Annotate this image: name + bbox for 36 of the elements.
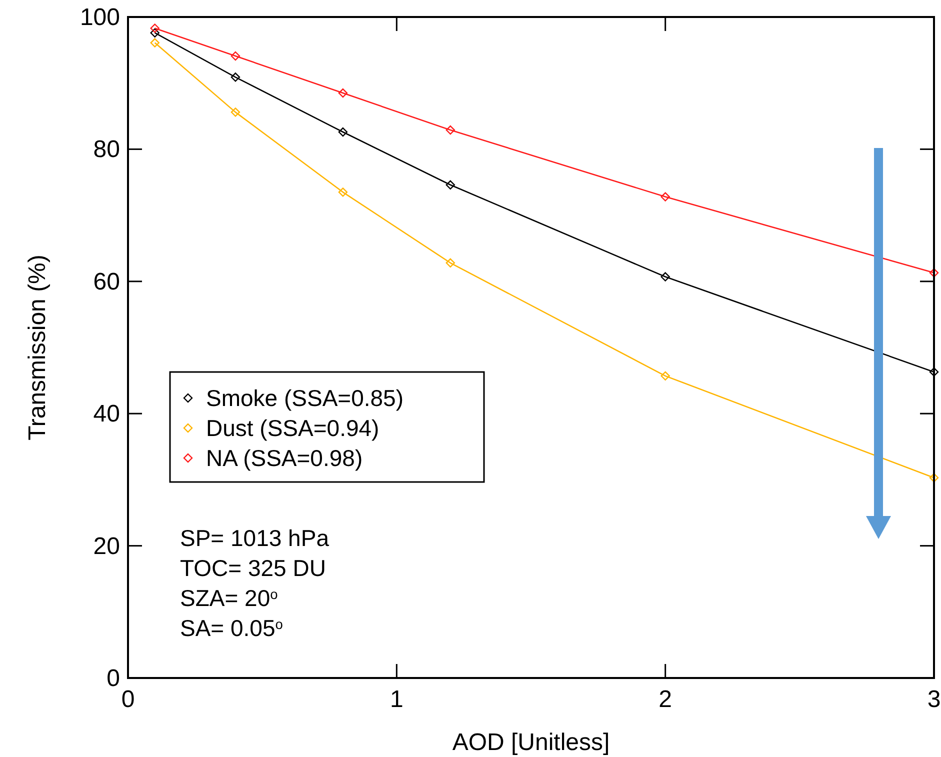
- point: [446, 180, 455, 190]
- x-tick-label: 3: [927, 686, 941, 713]
- x-axis-title: AOD [Unitless]: [452, 729, 610, 756]
- point: [230, 51, 240, 61]
- point: [446, 125, 455, 135]
- point: [338, 88, 348, 98]
- y-tick-label: 40: [93, 400, 120, 428]
- y-tick-label: 100: [80, 4, 120, 31]
- point: [230, 108, 240, 117]
- x-tick-label: 1: [390, 686, 404, 713]
- point: [150, 38, 160, 48]
- legend-label: NA (SSA=0.98): [206, 445, 363, 471]
- point: [230, 72, 240, 82]
- y-tick-label: 60: [93, 268, 120, 296]
- point: [929, 268, 939, 278]
- point: [150, 28, 160, 38]
- point: [660, 371, 670, 381]
- annotation: SA= 0.05$^{o}$: [180, 615, 284, 641]
- point: [338, 188, 348, 197]
- point: [660, 272, 670, 282]
- point: [929, 473, 939, 482]
- y-axis-title: Transmission (%): [24, 254, 51, 440]
- annotation: SZA= 20$^{o}$: [180, 585, 278, 611]
- point: [446, 258, 455, 268]
- y-tick-label: 20: [93, 532, 120, 560]
- x-tick-label: 2: [658, 686, 672, 713]
- point: [929, 367, 939, 377]
- point: [338, 127, 348, 137]
- y-tick-label: 0: [106, 665, 120, 692]
- annotation: TOC= 325 DU: [180, 555, 326, 581]
- legend-label: Dust (SSA=0.94): [206, 415, 380, 441]
- annotation: SP= 1013 hPa: [180, 525, 330, 551]
- legend-label: Smoke (SSA=0.85): [206, 385, 404, 411]
- point: [150, 24, 160, 33]
- point: [660, 192, 670, 202]
- y-tick-label: 80: [93, 136, 120, 164]
